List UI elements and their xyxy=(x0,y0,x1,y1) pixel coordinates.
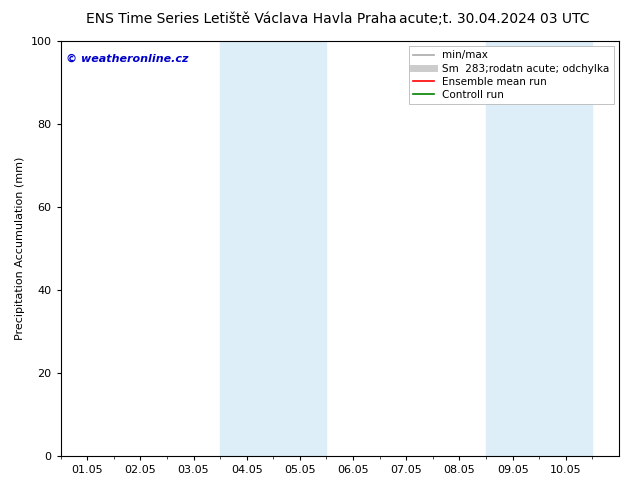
Legend: min/max, Sm  283;rodatn acute; odchylka, Ensemble mean run, Controll run: min/max, Sm 283;rodatn acute; odchylka, … xyxy=(409,46,614,104)
Y-axis label: Precipitation Accumulation (mm): Precipitation Accumulation (mm) xyxy=(15,157,25,340)
Text: acute;t. 30.04.2024 03 UTC: acute;t. 30.04.2024 03 UTC xyxy=(399,12,590,26)
Text: © weatheronline.cz: © weatheronline.cz xyxy=(66,53,189,64)
Text: ENS Time Series Letiště Václava Havla Praha: ENS Time Series Letiště Václava Havla Pr… xyxy=(86,12,396,26)
Bar xyxy=(220,41,327,456)
Bar xyxy=(486,41,592,456)
